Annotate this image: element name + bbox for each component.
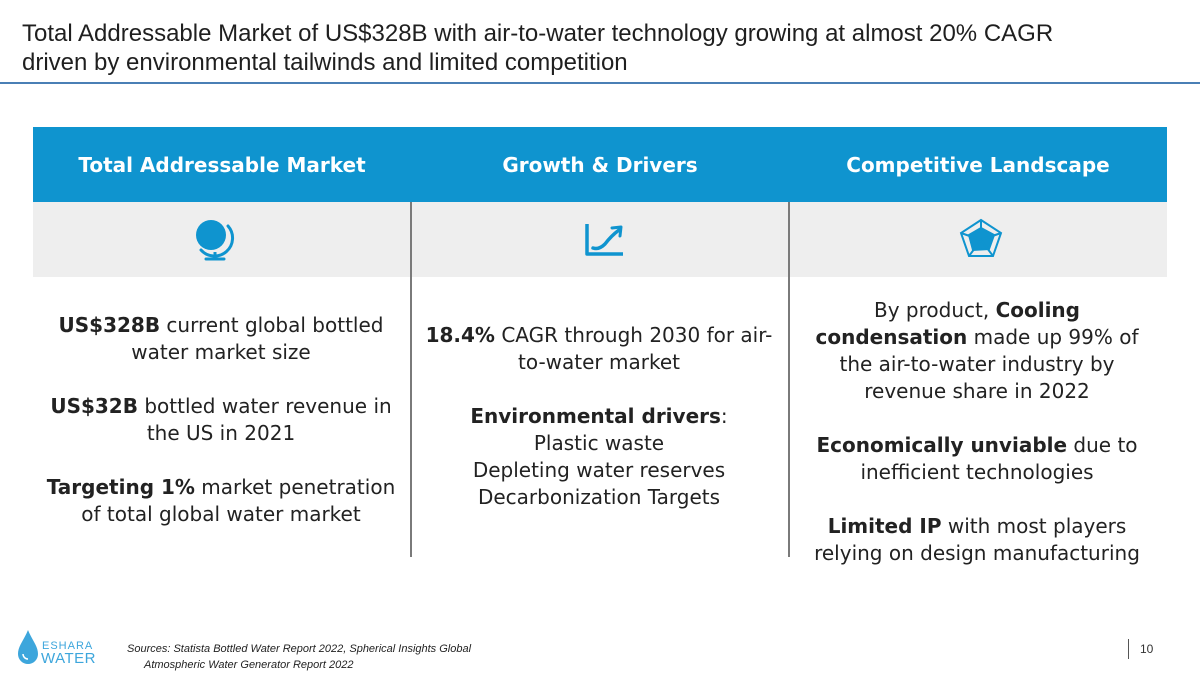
tam-point-3: Targeting 1% market penetration of total… xyxy=(46,475,396,526)
driver-depleting-water: Depleting water reserves xyxy=(472,458,726,482)
table-header-row: Total Addressable Market Growth & Driver… xyxy=(33,127,1167,202)
column-growth-drivers: 18.4% CAGR through 2030 for air-to-water… xyxy=(420,322,778,511)
slide-title-line-1: Total Addressable Market of US$328B with… xyxy=(22,20,1054,47)
sources-line-1: Sources: Statista Bottled Water Report 2… xyxy=(127,643,472,655)
header-total-addressable-market: Total Addressable Market xyxy=(78,152,366,177)
column-divider-2 xyxy=(788,202,790,557)
slide-title-line-2: driven by environmental tailwinds and li… xyxy=(22,49,628,76)
sources-line-2: Atmospheric Water Generator Report 2022 xyxy=(144,659,354,671)
competition-point-2: Economically unviable due to inefficient… xyxy=(816,433,1138,484)
logo-text-bottom: WATER xyxy=(41,650,96,667)
competition-point-3: Limited IP with most players relying on … xyxy=(814,514,1140,565)
driver-plastic-waste: Plastic waste xyxy=(533,431,665,455)
icon-row xyxy=(33,202,1167,277)
growth-chart-icon xyxy=(585,224,623,256)
environmental-drivers-heading: Environmental drivers: xyxy=(470,404,728,428)
globe-icon xyxy=(196,220,235,261)
growth-cagr: 18.4% CAGR through 2030 for air-to-water… xyxy=(425,323,773,374)
column-divider-1 xyxy=(410,202,412,557)
page-number: 10 xyxy=(1140,642,1154,656)
driver-decarbonization: Decarbonization Targets xyxy=(477,485,721,509)
sources-note: Sources: Statista Bottled Water Report 2… xyxy=(127,641,471,673)
header-competitive-landscape: Competitive Landscape xyxy=(846,152,1110,177)
logo-text-top: ESHARA xyxy=(42,640,93,652)
column-competitive-landscape: By product, Cooling condensation made up… xyxy=(796,297,1158,567)
title-divider xyxy=(0,82,1200,84)
tam-point-2: US$32B bottled water revenue in the US i… xyxy=(50,394,392,445)
page-number-divider xyxy=(1128,639,1129,659)
column-total-addressable-market: US$328B current global bottled water mar… xyxy=(40,312,402,528)
radar-chart-icon xyxy=(959,218,1003,257)
eshara-water-logo: ESHARA WATER xyxy=(18,630,96,667)
header-growth-drivers: Growth & Drivers xyxy=(502,152,698,177)
competition-point-1: By product, Cooling condensation made up… xyxy=(815,298,1139,403)
tam-point-1: US$328B current global bottled water mar… xyxy=(58,313,384,364)
slide-title: Total Addressable Market of US$328B with… xyxy=(22,19,1172,77)
